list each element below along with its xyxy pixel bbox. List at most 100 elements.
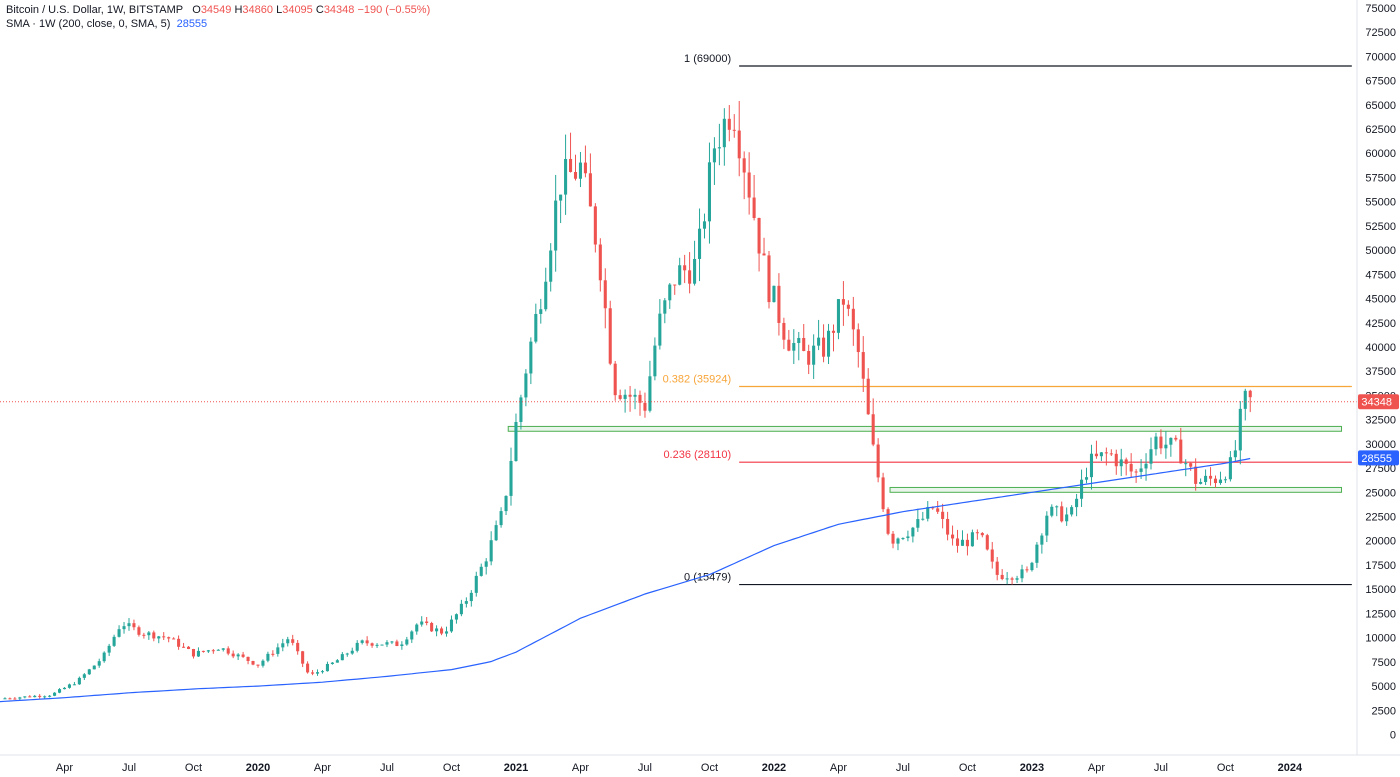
candle-body — [970, 532, 974, 547]
y-tick-label: 67500 — [1365, 76, 1396, 88]
candle-body — [841, 299, 845, 305]
candle-body — [777, 285, 781, 323]
fib-level-label: 0.236 (28110) — [663, 449, 731, 461]
support-zone-rect[interactable] — [507, 425, 1343, 432]
candle-body — [1144, 463, 1148, 469]
fib-retracement[interactable]: 1 (69000) 0.382 (35924) 0.236 (28110) 0 (15… — [663, 53, 1352, 586]
candle-body — [375, 644, 379, 646]
candle-body — [484, 561, 488, 567]
candle-body — [1248, 390, 1252, 398]
candle-body — [23, 696, 27, 698]
y-tick-label: 55000 — [1365, 197, 1396, 209]
candle-body — [231, 653, 235, 657]
candle-body — [588, 173, 592, 207]
candle-body — [1035, 544, 1039, 563]
candle-body — [1080, 479, 1084, 499]
candle-body — [1174, 437, 1178, 440]
candle-body — [1119, 459, 1123, 467]
candle-body — [444, 631, 449, 634]
x-tick-label: 2020 — [246, 762, 270, 774]
candle-body — [911, 527, 915, 537]
y-tick-label: 75000 — [1365, 3, 1396, 15]
candle-body — [633, 394, 637, 397]
candle-body — [856, 329, 860, 353]
candle-body — [901, 538, 905, 540]
candle-body — [112, 636, 116, 646]
candle-body — [291, 639, 295, 643]
candle-body — [866, 378, 870, 415]
candle-body — [340, 654, 344, 661]
candle-body — [162, 636, 166, 638]
candle-body — [965, 539, 969, 547]
candle-body — [157, 636, 161, 639]
candle-body — [97, 661, 101, 666]
candle-body — [415, 624, 419, 632]
high-label: H — [234, 4, 243, 16]
candle-body — [1104, 452, 1108, 454]
candle-body — [1213, 478, 1218, 484]
x-tick-label: Apr — [1088, 762, 1105, 774]
candle-body — [896, 538, 900, 544]
sma-badge-bg — [1358, 450, 1399, 466]
x-tick-label: 2024 — [1278, 762, 1303, 774]
candle-body — [117, 629, 121, 637]
candle-body — [53, 692, 57, 696]
candle-body — [549, 250, 553, 282]
candle-body — [737, 130, 741, 159]
x-tick-label: Apr — [830, 762, 847, 774]
candle-body — [608, 308, 612, 364]
candle-body — [142, 634, 146, 636]
candle-body — [1199, 481, 1203, 484]
candle-body — [524, 373, 528, 398]
candle-body — [648, 376, 652, 411]
candle-body — [1070, 507, 1074, 515]
candle-body — [534, 313, 538, 342]
candle-body — [82, 674, 86, 678]
y-tick-label: 42500 — [1365, 318, 1396, 330]
time-axis[interactable]: Apr Jul Oct 2020 Apr Jul Oct 2021 Apr Jul Oct 2022 A… — [0, 754, 1400, 774]
candle-body — [822, 337, 826, 357]
candle-body — [668, 284, 672, 301]
candle-body — [1109, 453, 1113, 455]
y-tick-label: 2500 — [1372, 705, 1396, 717]
candle-body — [985, 535, 989, 550]
candle-body — [301, 651, 305, 664]
candle-body — [454, 614, 458, 620]
candle-body — [281, 643, 285, 648]
candle-body — [380, 644, 384, 646]
candle-body — [697, 228, 702, 259]
candle-body — [459, 603, 463, 615]
candle-body — [722, 118, 726, 148]
candle-body — [618, 395, 622, 399]
candle-body — [504, 495, 508, 512]
candle-body — [147, 632, 151, 636]
candle-body — [420, 621, 424, 625]
candle-body — [1189, 463, 1193, 467]
candle-body — [995, 561, 999, 575]
candle-body — [1020, 569, 1024, 579]
candle-body — [182, 646, 186, 648]
candle-body — [583, 162, 587, 174]
candle-body — [638, 394, 642, 403]
price-axis[interactable]: 0 2500 5000 7500 10000 12500 15000 17500 20000 22… — [1356, 0, 1396, 755]
candle-body — [1228, 457, 1232, 480]
candle-body — [578, 162, 583, 179]
candle-body — [405, 639, 409, 645]
y-tick-label: 12500 — [1365, 608, 1396, 620]
candle-body — [955, 538, 960, 546]
candle-body — [1060, 506, 1064, 522]
candle-body — [216, 649, 220, 651]
y-tick-label: 27500 — [1365, 463, 1396, 475]
y-tick-label: 5000 — [1372, 681, 1396, 693]
x-tick-label: Jul — [122, 762, 136, 774]
candle-body — [732, 129, 736, 131]
candle-body — [707, 162, 711, 222]
candle-body — [975, 532, 979, 534]
candle-body — [400, 644, 404, 647]
candle-body — [271, 653, 275, 655]
candle-body — [102, 652, 106, 662]
support-zone-rect[interactable] — [889, 486, 1343, 493]
candle-body — [673, 284, 677, 286]
candle-body — [57, 689, 62, 693]
